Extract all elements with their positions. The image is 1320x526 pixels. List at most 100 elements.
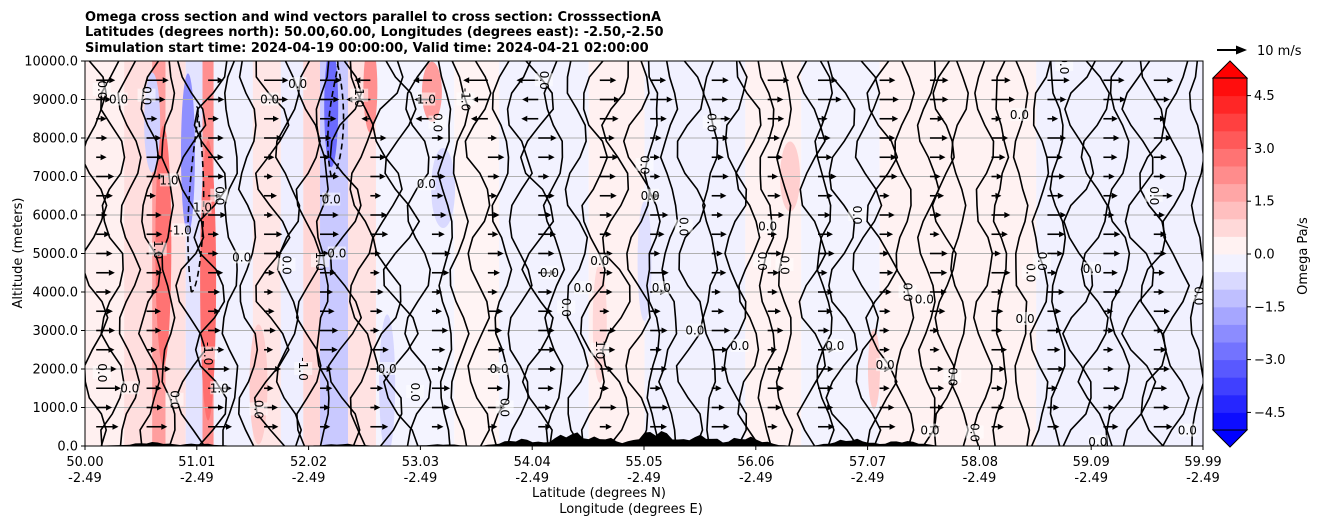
contour-label-bg: [943, 369, 962, 383]
colorbar-tick-label: 0.0: [1254, 248, 1275, 263]
wind-vector-head: [1059, 231, 1066, 238]
wind-vector-head: [724, 115, 731, 122]
wind-vector-head: [492, 231, 499, 238]
wind-vector-head: [828, 250, 835, 257]
wind-vector-head: [1158, 269, 1165, 276]
colorbar-segment: [1213, 412, 1247, 431]
wind-vector-head: [1163, 366, 1170, 372]
wind-vector-head: [218, 346, 225, 353]
wind-vector-head: [516, 77, 523, 84]
wind-vector-head: [496, 385, 503, 392]
wind-vector-head: [938, 385, 945, 392]
x-axis-label-line-2: Longitude (degrees E): [559, 502, 703, 517]
contour-label-bg: [249, 402, 268, 416]
wind-vector-head: [546, 289, 553, 295]
contour-label-bg: [753, 254, 772, 268]
wind-vector-head: [276, 231, 283, 238]
wind-vector-head: [941, 135, 948, 141]
omega-cell: [363, 61, 378, 133]
wind-vector-head: [826, 192, 833, 199]
colorbar-segment: [1213, 377, 1247, 396]
wind-vector-head: [889, 135, 896, 141]
wind-vector-head: [276, 250, 283, 257]
wind-vector-head: [662, 212, 669, 218]
wind-vector-head: [1108, 404, 1115, 411]
wind-vector-head: [267, 346, 274, 353]
terrain: [85, 431, 981, 446]
y-tick-label: 0.0: [57, 440, 78, 455]
wind-vector-head: [330, 115, 337, 122]
contour-label-bg: [490, 362, 509, 375]
contour-label: 0.0: [251, 400, 265, 419]
contour-label-bg: [876, 358, 895, 372]
x-tick-label-lon: -2.49: [739, 471, 773, 486]
wind-vector-head: [550, 366, 557, 372]
wind-vector-head: [1002, 135, 1009, 141]
wind-vector-head: [1160, 231, 1167, 238]
contour-label: 0.0: [758, 220, 777, 234]
colorbar-segment: [1213, 271, 1247, 290]
wind-vector-head: [1060, 96, 1067, 103]
wind-vector-head: [546, 308, 553, 315]
wind-vector-head: [1004, 212, 1011, 218]
contour-label: 1.0: [593, 340, 607, 359]
x-tick-label-lon: -2.49: [515, 471, 549, 486]
negative-contour: [187, 106, 205, 293]
wind-vector-head: [150, 346, 157, 353]
wind-vector-head: [661, 327, 668, 334]
contour-label-bg: [232, 250, 251, 264]
wind-vector-head: [771, 423, 778, 430]
wind-vector-head: [1004, 77, 1011, 84]
wind-vector-head: [776, 250, 783, 257]
wind-vector-head: [654, 250, 661, 257]
wind-vector-head: [376, 308, 383, 315]
wind-vector-head: [821, 115, 828, 122]
contour-label: 0.0: [417, 177, 436, 191]
wind-vector-head: [1059, 173, 1066, 180]
colorbar-segment: [1213, 342, 1247, 361]
wind-vector-head: [212, 231, 219, 238]
contour-label-bg: [590, 342, 609, 356]
wind-vector-head: [995, 115, 1002, 122]
wind-vector-head: [606, 269, 613, 276]
wind-vector-head: [887, 231, 894, 238]
x-tick-label-lon: -2.49: [627, 471, 661, 486]
colorbar-segment: [1213, 218, 1247, 237]
wind-vector-head: [1159, 115, 1166, 122]
wind-vector-head: [545, 404, 552, 411]
wind-vector-head: [157, 404, 164, 411]
wind-vector-head: [827, 404, 834, 411]
wind-vector-head: [939, 308, 946, 315]
wind-vector-head: [164, 366, 171, 372]
wind-vector-head: [382, 231, 389, 238]
contour-label-bg: [260, 92, 279, 106]
wind-vector-head: [223, 366, 230, 372]
x-tick-label-lat: 58.08: [961, 455, 998, 470]
contour-label: 0.0: [120, 381, 139, 395]
contour-line: [404, 61, 432, 446]
contour-label-bg: [685, 323, 704, 337]
wind-vector-head: [329, 269, 336, 276]
contour-label-bg: [1016, 311, 1035, 325]
wind-vector-head: [770, 231, 777, 238]
y-axis: 0.0 1000.0 2000.0 3000.0 4000.0 5000.0 6000.0 7…: [24, 55, 85, 455]
wind-vector-head: [217, 77, 224, 84]
wind-vector-head: [496, 327, 503, 334]
omega-contours: [85, 61, 1203, 446]
contour-line: [579, 61, 609, 446]
wind-vector-head: [212, 115, 219, 122]
contour-label: 0.0: [168, 390, 182, 409]
wind-vector-head: [720, 192, 727, 199]
contour-line: [1121, 61, 1157, 446]
wind-vector-head: [933, 231, 940, 238]
colorbar-segment: [1213, 113, 1247, 132]
wind-vector-head: [883, 385, 890, 392]
wind-vector-head: [655, 385, 662, 392]
omega-cell: [379, 314, 396, 446]
wind-vector-head: [333, 96, 340, 103]
wind-vector-head: [1107, 366, 1114, 372]
wind-vector-head: [275, 366, 282, 372]
contour-line: [464, 61, 492, 446]
wind-vector-head: [270, 192, 277, 199]
wind-vector-head: [613, 96, 620, 103]
